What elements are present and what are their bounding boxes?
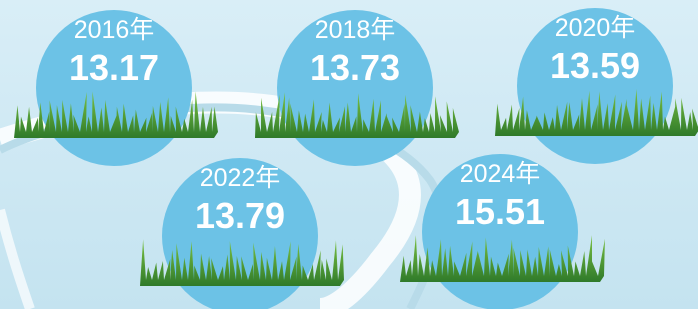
year-label: 2022年 bbox=[200, 164, 281, 192]
value-label: 15.51 bbox=[455, 191, 545, 232]
year-label: 2020年 bbox=[555, 14, 636, 42]
value-label: 13.59 bbox=[550, 45, 640, 86]
year-label: 2016年 bbox=[74, 16, 155, 44]
value-label: 13.17 bbox=[69, 47, 159, 88]
infographic: 2016年 13.17 2018年 13.73 2020年 13.59 2022年 13.79… bbox=[0, 0, 698, 309]
year-label: 2024年 bbox=[460, 160, 541, 188]
value-label: 13.73 bbox=[310, 47, 400, 88]
value-label: 13.79 bbox=[195, 195, 285, 236]
year-label: 2018年 bbox=[315, 16, 396, 44]
